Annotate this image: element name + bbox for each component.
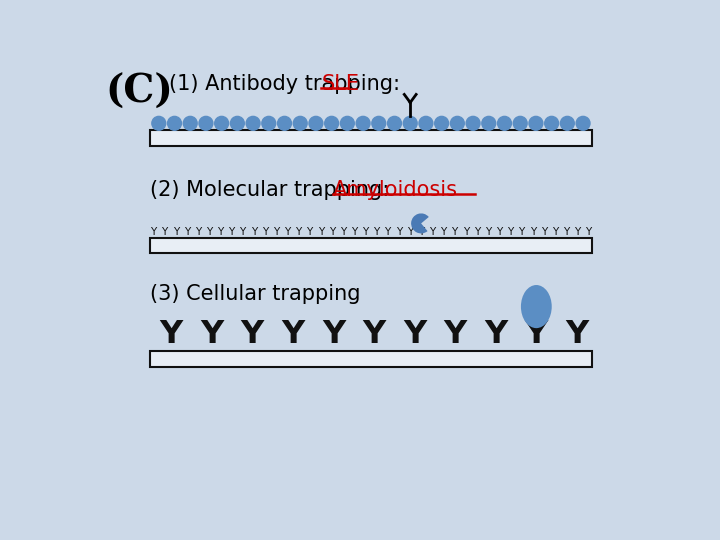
Wedge shape <box>411 213 429 233</box>
FancyBboxPatch shape <box>150 238 593 253</box>
Text: (C): (C) <box>106 72 174 111</box>
Text: Y: Y <box>429 227 436 237</box>
Circle shape <box>545 117 559 130</box>
Text: Y: Y <box>552 227 558 237</box>
Text: Y: Y <box>541 227 547 237</box>
Text: Y: Y <box>206 227 212 237</box>
Circle shape <box>325 117 338 130</box>
Text: Y: Y <box>284 227 290 237</box>
Circle shape <box>152 117 166 130</box>
Text: Y: Y <box>161 227 168 237</box>
Text: Y: Y <box>451 227 458 237</box>
Text: (3) Cellular trapping: (3) Cellular trapping <box>150 284 360 304</box>
Text: Y: Y <box>251 227 257 237</box>
Circle shape <box>403 117 417 130</box>
Text: Y: Y <box>195 227 201 237</box>
Text: (2) Molecular trapping:: (2) Molecular trapping: <box>150 180 395 200</box>
Ellipse shape <box>521 285 552 328</box>
Text: Y: Y <box>529 227 536 237</box>
Text: Y: Y <box>200 319 223 350</box>
Text: Y: Y <box>463 227 469 237</box>
Text: Amyloidosis: Amyloidosis <box>333 180 458 200</box>
Text: Y: Y <box>441 227 446 237</box>
Text: Y: Y <box>407 227 413 237</box>
Circle shape <box>341 117 354 130</box>
Circle shape <box>466 117 480 130</box>
Text: Y: Y <box>396 227 402 237</box>
Text: Y: Y <box>418 227 424 237</box>
Circle shape <box>451 117 464 130</box>
Circle shape <box>199 117 213 130</box>
Circle shape <box>262 117 276 130</box>
Text: Y: Y <box>318 227 324 237</box>
Text: Y: Y <box>484 319 508 350</box>
Circle shape <box>293 117 307 130</box>
Circle shape <box>560 117 575 130</box>
Text: (1) Antibody trapping:: (1) Antibody trapping: <box>168 74 406 94</box>
Circle shape <box>576 117 590 130</box>
Circle shape <box>215 117 228 130</box>
Text: Y: Y <box>565 319 588 350</box>
Text: Y: Y <box>329 227 335 237</box>
Text: SLE: SLE <box>321 74 359 94</box>
Circle shape <box>498 117 511 130</box>
Circle shape <box>513 117 527 130</box>
Circle shape <box>435 117 449 130</box>
Text: Y: Y <box>474 227 480 237</box>
Circle shape <box>387 117 402 130</box>
Text: Y: Y <box>340 227 346 237</box>
Text: Y: Y <box>374 227 379 237</box>
Text: Y: Y <box>384 227 391 237</box>
Text: Y: Y <box>184 227 190 237</box>
Text: Y: Y <box>351 227 357 237</box>
Text: Y: Y <box>585 227 592 237</box>
Circle shape <box>168 117 181 130</box>
Text: Y: Y <box>496 227 503 237</box>
Circle shape <box>230 117 244 130</box>
Text: Y: Y <box>507 227 513 237</box>
Text: Y: Y <box>307 227 312 237</box>
Text: Y: Y <box>563 227 570 237</box>
Text: Y: Y <box>240 227 246 237</box>
Text: Y: Y <box>322 319 345 350</box>
Text: Y: Y <box>295 227 302 237</box>
Text: Y: Y <box>362 227 369 237</box>
Text: Y: Y <box>160 319 183 350</box>
Text: Y: Y <box>240 319 264 350</box>
Text: Y: Y <box>273 227 279 237</box>
Circle shape <box>309 117 323 130</box>
Text: Y: Y <box>282 319 305 350</box>
Text: Y: Y <box>403 319 426 350</box>
Text: Y: Y <box>150 227 156 237</box>
Circle shape <box>184 117 197 130</box>
Text: Y: Y <box>228 227 235 237</box>
Circle shape <box>529 117 543 130</box>
Circle shape <box>246 117 260 130</box>
Text: Y: Y <box>444 319 467 350</box>
Circle shape <box>482 117 495 130</box>
Circle shape <box>419 117 433 130</box>
Circle shape <box>278 117 292 130</box>
Text: Y: Y <box>217 227 223 237</box>
Text: Y: Y <box>518 227 525 237</box>
FancyBboxPatch shape <box>150 130 593 146</box>
Text: Y: Y <box>173 227 179 237</box>
Circle shape <box>356 117 370 130</box>
Circle shape <box>372 117 386 130</box>
Text: Y: Y <box>362 319 386 350</box>
Text: Y: Y <box>574 227 580 237</box>
Text: Y: Y <box>262 227 268 237</box>
Text: Y: Y <box>525 319 548 350</box>
Text: Y: Y <box>485 227 491 237</box>
FancyBboxPatch shape <box>150 351 593 367</box>
